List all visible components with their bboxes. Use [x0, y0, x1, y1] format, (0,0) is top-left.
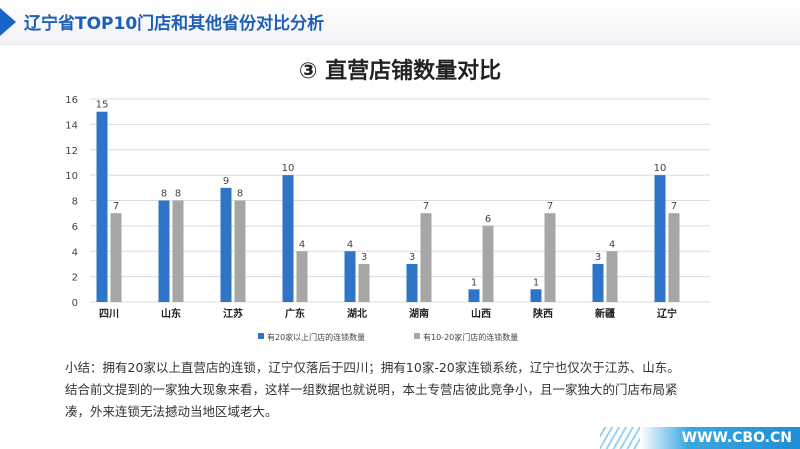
data-label: 15 — [96, 100, 109, 111]
legend-swatch — [414, 333, 420, 339]
x-tick-label: 山东 — [161, 307, 181, 320]
bar — [468, 289, 480, 302]
data-label: 4 — [609, 239, 615, 250]
x-tick-label: 湖南 — [409, 307, 429, 320]
bar — [282, 175, 294, 302]
bar — [344, 251, 356, 302]
x-tick-label: 辽宁 — [657, 307, 677, 320]
y-tick-label: 16 — [65, 95, 78, 106]
data-label: 6 — [485, 214, 491, 225]
data-label: 9 — [223, 176, 229, 187]
data-label: 3 — [595, 252, 601, 263]
data-label: 7 — [113, 201, 119, 212]
bar — [592, 263, 604, 302]
y-tick-label: 4 — [72, 247, 78, 258]
legend-swatch — [258, 333, 264, 339]
data-label: 3 — [361, 252, 367, 263]
header-bar: 辽宁省TOP10门店和其他省份对比分析 — [0, 0, 800, 45]
bar — [358, 263, 370, 302]
page-title: 辽宁省TOP10门店和其他省份对比分析 — [24, 14, 325, 34]
summary-line-1: 小结：拥有20家以上直营店的连锁，辽宁仅落后于四川；拥有10家-20家连锁系统，… — [65, 360, 680, 375]
data-label: 8 — [161, 189, 167, 200]
bar — [482, 225, 494, 302]
bar — [420, 213, 432, 302]
bar — [654, 175, 666, 302]
chevron-right-icon — [0, 8, 16, 36]
bar — [220, 187, 232, 302]
data-label: 8 — [175, 189, 181, 200]
bar — [158, 200, 170, 302]
bar — [96, 111, 108, 302]
y-tick-label: 12 — [65, 146, 78, 157]
legend-label: 有10-20家门店的连锁数量 — [423, 332, 518, 342]
bar — [234, 200, 246, 302]
y-tick-label: 8 — [72, 197, 78, 208]
data-label: 7 — [547, 201, 553, 212]
x-tick-label: 山西 — [471, 307, 491, 320]
data-label: 3 — [409, 252, 415, 263]
bar — [606, 251, 618, 302]
bar — [296, 251, 308, 302]
bar — [110, 213, 122, 302]
y-tick-label: 10 — [65, 171, 78, 182]
x-tick-label: 广东 — [285, 307, 305, 320]
bar — [172, 200, 184, 302]
data-label: 1 — [471, 277, 477, 288]
bar — [544, 213, 556, 302]
x-tick-label: 新疆 — [595, 307, 615, 320]
data-label: 4 — [347, 239, 353, 250]
x-tick-label: 陕西 — [533, 307, 553, 320]
bar — [668, 213, 680, 302]
x-tick-label: 江苏 — [223, 307, 243, 320]
x-tick-label: 四川 — [99, 308, 119, 320]
legend-label: 有20家以上门店的连锁数量 — [267, 332, 365, 342]
data-label: 1 — [533, 277, 539, 288]
y-tick-label: 14 — [65, 120, 78, 131]
summary-text: 小结：拥有20家以上直营店的连锁，辽宁仅落后于四川；拥有10家-20家连锁系统，… — [65, 357, 765, 423]
watermark: WWW.CBO.CN — [640, 427, 800, 449]
x-tick-label: 湖北 — [347, 307, 367, 320]
bar — [406, 263, 418, 302]
y-tick-label: 0 — [72, 298, 78, 309]
summary-line-3: 凑，外来连锁无法撼动当地区域老大。 — [65, 404, 278, 419]
summary-line-2: 结合前文提到的一家独大现象来看，这样一组数据也就说明，本土专营店彼此竞争小，且一… — [65, 382, 678, 397]
data-label: 4 — [299, 239, 305, 250]
y-tick-label: 2 — [72, 273, 78, 284]
bar — [530, 289, 542, 302]
data-label: 10 — [654, 163, 667, 174]
data-label: 8 — [237, 189, 243, 200]
chart-subtitle: ③ 直营店铺数量对比 — [298, 59, 502, 84]
y-tick-label: 6 — [72, 222, 78, 233]
data-label: 7 — [671, 201, 677, 212]
watermark-stripes — [600, 427, 640, 449]
data-label: 10 — [282, 163, 295, 174]
data-label: 7 — [423, 201, 429, 212]
